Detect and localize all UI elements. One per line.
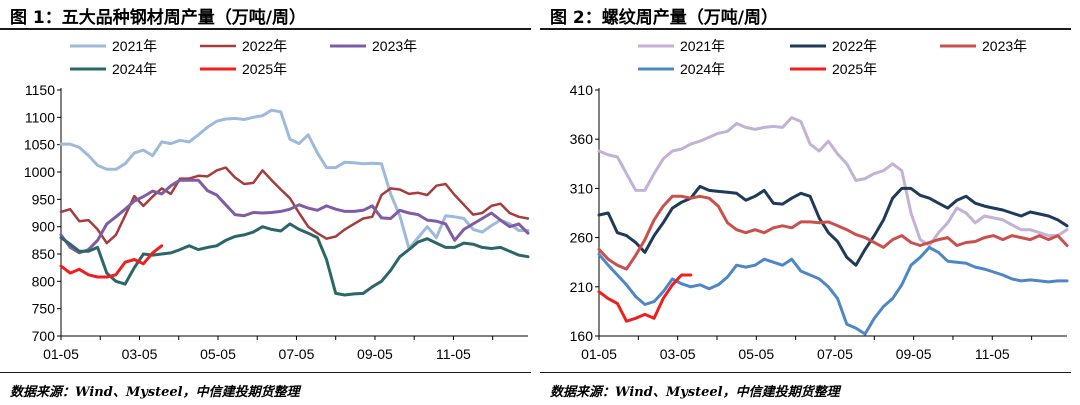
legend-label: 2025年 xyxy=(832,61,877,77)
y-tick-label: 900 xyxy=(32,219,56,235)
legend-label: 2022年 xyxy=(242,38,287,54)
y-tick-label: 850 xyxy=(32,246,56,262)
x-tick-label: 09-05 xyxy=(896,346,932,362)
series-line-2025年 xyxy=(597,273,693,323)
x-tick-label: 03-05 xyxy=(660,346,696,362)
y-tick-label: 410 xyxy=(570,82,594,98)
source-divider xyxy=(540,372,1071,373)
y-tick-label: 310 xyxy=(570,180,594,196)
series-line-2022年 xyxy=(597,184,1069,267)
x-tick-label: 11-05 xyxy=(436,346,471,362)
title-divider xyxy=(0,28,531,30)
y-tick-label: 1050 xyxy=(24,137,55,153)
y-tick-label: 1000 xyxy=(24,164,55,180)
chart-panel-1: 图 1：五大品种钢材周产量（万吨/周） 700 750 800 850 900 950 10… xyxy=(0,8,531,400)
x-tick-label: 07-05 xyxy=(817,346,853,362)
x-tick-label: 07-05 xyxy=(279,346,315,362)
y-tick-label: 800 xyxy=(32,273,56,289)
x-tick-label: 11-05 xyxy=(975,346,1010,362)
chart-title: 图 2：螺纹周产量（万吨/周） xyxy=(550,8,778,28)
x-tick-label: 05-05 xyxy=(738,346,774,362)
source-note: 数据来源：Wind、Mysteel，中信建投期货整理 xyxy=(10,385,300,400)
x-tick-label: 01-05 xyxy=(581,346,617,362)
source-note: 数据来源：Wind、Mysteel，中信建投期货整理 xyxy=(550,385,840,400)
line-chart-svg: 160 210 260 310 360 410 01-05 03-05 05-05 07-05 09… xyxy=(570,38,1069,362)
line-chart-svg: 700 750 800 850 900 950 1000 1050 1100 1150 01-05 0… xyxy=(24,38,530,362)
x-tick-label: 03-05 xyxy=(122,346,158,362)
legend-label: 2023年 xyxy=(372,38,417,54)
x-tick-label: 01-05 xyxy=(43,346,79,362)
series-line-2025年 xyxy=(59,244,164,279)
y-tick-label: 210 xyxy=(570,279,594,295)
legend-label: 2022年 xyxy=(832,38,877,54)
y-tick-label: 1150 xyxy=(25,82,55,98)
series-line-2023年 xyxy=(59,178,530,255)
legend-label: 2023年 xyxy=(982,38,1027,54)
y-tick-label: 1100 xyxy=(25,109,55,125)
y-tick-label: 750 xyxy=(32,301,56,317)
y-tick-label: 260 xyxy=(570,230,594,246)
y-tick-label: 700 xyxy=(32,328,56,344)
y-tick-label: 360 xyxy=(570,131,594,147)
chart-panel-2: 图 2：螺纹周产量（万吨/周） 160 210 260 310 360 410 01-05 0… xyxy=(540,0,1080,405)
source-divider xyxy=(0,372,531,373)
series-line-2021年 xyxy=(597,116,1069,247)
legend-label: 2025年 xyxy=(242,61,287,77)
legend-label: 2021年 xyxy=(680,38,725,54)
x-tick-label: 05-05 xyxy=(200,346,236,362)
y-tick-label: 950 xyxy=(32,191,56,207)
x-tick-label: 09-05 xyxy=(357,346,393,362)
series-line-2021年 xyxy=(59,108,530,250)
y-tick-label: 160 xyxy=(570,328,594,344)
legend-label: 2024年 xyxy=(680,61,725,77)
legend-label: 2024年 xyxy=(112,61,157,77)
chart-title: 图 1：五大品种钢材周产量（万吨/周） xyxy=(10,8,306,28)
legend-label: 2021年 xyxy=(112,38,157,54)
series-line-2023年 xyxy=(597,194,1069,271)
title-divider xyxy=(540,28,1071,30)
